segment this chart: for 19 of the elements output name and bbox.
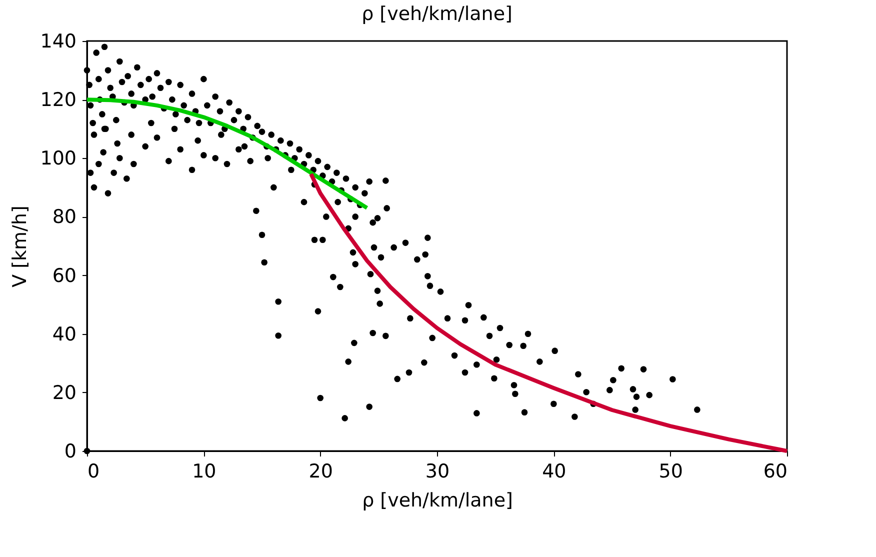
y-tick-label: 0: [64, 440, 76, 462]
x-tick-label: 60: [763, 460, 788, 482]
chart-title: ρ [veh/km/lane]: [362, 3, 512, 25]
y-tick-label: 40: [52, 323, 76, 346]
x-axis-title: ρ [veh/km/lane]: [362, 490, 513, 512]
y-tick-label: 100: [40, 148, 76, 170]
x-tick-label: 50: [658, 460, 683, 482]
y-axis-title: V [km/h]: [9, 206, 32, 288]
y-tick-label: 120: [40, 89, 76, 112]
y-tick-label: 140: [40, 30, 76, 52]
x-tick-label: 30: [425, 460, 450, 482]
line-series: [85, 98, 369, 210]
y-tick-label: 60: [52, 264, 76, 287]
x-tick-label: 40: [542, 460, 566, 482]
y-tick-label: 80: [52, 206, 76, 228]
y-tick-label: 20: [52, 382, 76, 404]
x-tick-label: 0: [88, 460, 100, 482]
x-tick-label: 20: [308, 460, 333, 482]
x-tick-label: 10: [192, 460, 216, 482]
